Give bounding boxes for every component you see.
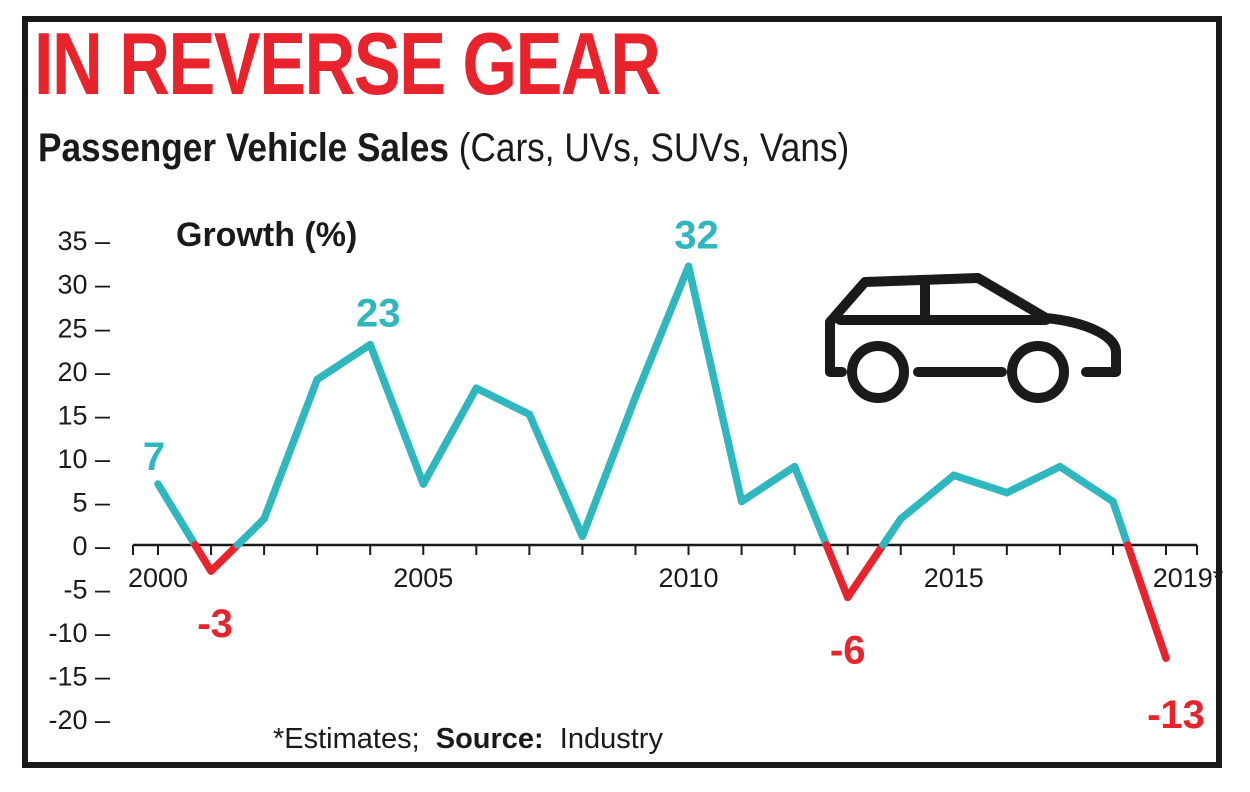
series-segment-positive	[684, 262, 746, 506]
y-tick-label: -10 –	[48, 618, 110, 648]
x-ticks: 2000 2005 2010 2015 2019*	[128, 545, 1224, 593]
series-segment-positive	[631, 262, 693, 401]
series-segment-positive	[578, 393, 640, 541]
subtitle-detail: (Cars, UVs, SUVs, Vans)	[458, 126, 850, 170]
series-segment-negative	[822, 541, 852, 602]
y-tick-label: 25 –	[57, 313, 110, 343]
y-tick-label: 10 –	[57, 444, 110, 474]
series-segment-positive	[525, 410, 587, 541]
y-axis-label: Growth (%)	[176, 216, 357, 254]
series-segment-positive	[154, 480, 199, 549]
x-tick-label: 2019*	[1153, 563, 1224, 593]
data-labels: 7 -3 23 32 -6 -13	[143, 213, 1205, 737]
footnote-source-value: Industry	[560, 723, 664, 755]
subtitle-main: Passenger Vehicle Sales	[38, 126, 449, 170]
series-segment-positive	[790, 462, 831, 549]
x-tick-label: 2000	[128, 563, 188, 593]
y-tick-label: -5 –	[63, 575, 110, 605]
series-segment-positive	[737, 462, 799, 506]
y-tick-label: 5 –	[72, 487, 110, 517]
series-segment-positive	[313, 340, 374, 384]
chart-subtitle: Passenger Vehicle Sales (Cars, UVs, SUVs…	[38, 128, 849, 168]
series-segment-positive	[233, 515, 268, 549]
data-label: -3	[197, 602, 233, 646]
y-tick-label: 0 –	[72, 531, 110, 561]
y-tick-label: -15 –	[48, 662, 110, 692]
series-segment-negative	[1123, 541, 1170, 662]
series-segment-positive	[950, 471, 1011, 497]
series-segment-negative	[843, 541, 887, 602]
series-segment-positive	[1109, 497, 1132, 549]
x-axis: 2000 2005 2010 2015 2019*	[128, 543, 1224, 593]
series-segment-positive	[1003, 462, 1064, 497]
series-segment-negative	[191, 541, 215, 575]
y-tick-labels: 35 – 30 – 25 – 20 – 15 – 10 – 5 – 0 – -5 – -10 – -…	[48, 226, 110, 735]
footnote-source-label: Source:	[436, 723, 544, 755]
data-label: 32	[674, 213, 719, 257]
series-segment-positive	[472, 384, 534, 419]
data-label: 7	[143, 435, 165, 479]
series-segment-negative	[207, 541, 242, 575]
x-tick-label: 2010	[658, 563, 718, 593]
x-tick-label: 2005	[393, 563, 453, 593]
y-tick-label: 30 –	[57, 270, 110, 300]
y-tick-label: 20 –	[57, 357, 110, 387]
series-segment-positive	[366, 340, 428, 488]
y-tick-label: 15 –	[57, 400, 110, 430]
car-icon	[825, 273, 1121, 403]
footnote: *Estimates; Source: Industry	[273, 723, 663, 755]
x-tick-label: 2015	[924, 563, 984, 593]
series-segment-positive	[260, 375, 321, 523]
series-segment-positive	[879, 515, 905, 549]
series-segment-positive	[419, 384, 481, 488]
data-label: -6	[830, 628, 866, 672]
growth-series	[154, 262, 1170, 662]
y-tick-label: -20 –	[48, 705, 110, 735]
data-label: 23	[356, 292, 401, 336]
y-axis: 35 – 30 – 25 – 20 – 15 – 10 – 5 – 0 – -5 – -10 – -…	[48, 226, 110, 735]
series-segment-positive	[896, 471, 958, 523]
data-label: -13	[1147, 693, 1205, 737]
series-segment-positive	[1056, 462, 1117, 506]
chart-title: IN REVERSE GEAR	[34, 14, 661, 113]
footnote-estimates: *Estimates;	[273, 723, 420, 755]
y-tick-label: 35 –	[57, 226, 110, 256]
